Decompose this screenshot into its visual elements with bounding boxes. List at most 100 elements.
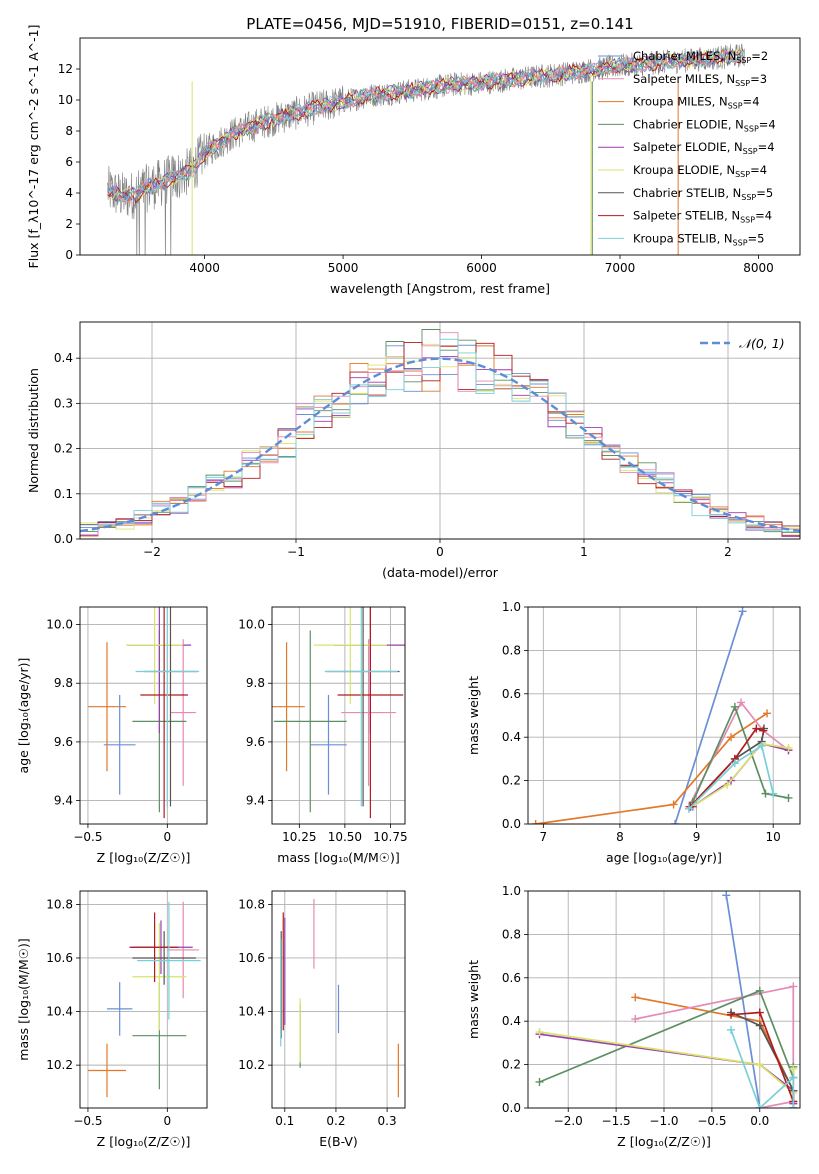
y-tick-label: 10.6 [238, 951, 265, 965]
legend-label: 𝒩(0, 1) [739, 336, 785, 351]
legend-series-name: Salpeter MILES [633, 72, 719, 86]
y-tick-label: 10 [58, 93, 73, 107]
axes-mass-vs-Z: −0.5 0 10.2 10.4 10.6 10.8 Z [log₁₀(Z/Z☉)] mass… [16, 890, 208, 1149]
y-tick-label: 0.8 [502, 643, 521, 657]
legend-nssp-sub: SSP [736, 56, 751, 65]
axes-frame [79, 890, 208, 1109]
legend-nssp-value: 2 [761, 49, 768, 63]
errorbar-point [324, 607, 398, 807]
x-tick-label: 9 [693, 830, 701, 844]
gaussian-reference-curve [80, 357, 800, 533]
weight-line [635, 985, 795, 1108]
weight-marker [789, 982, 798, 991]
weight-line [730, 1029, 795, 1108]
weight-marker [759, 726, 768, 735]
weight-marker [789, 1073, 798, 1082]
errorbar-point [273, 630, 347, 813]
legend-label: Chabrier STELIB, NSSP=5 [633, 186, 773, 202]
weight-marker [727, 1025, 736, 1034]
x-axis-label: Z [log₁₀(Z/Z☉)] [617, 1134, 711, 1149]
model-line-kroupa-stelib [107, 50, 745, 203]
y-tick-label: 12 [58, 62, 73, 76]
weight-marker [789, 1064, 798, 1073]
x-axis-label: Z [log₁₀(Z/Z☉)] [97, 850, 191, 865]
x-tick-label: −0.5 [73, 830, 102, 844]
legend-nssp-eq: = [759, 117, 769, 131]
errorbar-point [135, 607, 200, 807]
legend-nssp-sub: SSP [741, 193, 756, 202]
weight-marker [737, 698, 746, 707]
weight-line [539, 989, 795, 1083]
legend-nssp-sub: SSP [735, 170, 750, 179]
x-tick-label: 1 [580, 545, 588, 559]
axes-frame [79, 321, 801, 540]
legend-nssp-eq: = [755, 209, 765, 223]
x-tick-label: 0.3 [378, 1114, 397, 1128]
axes-frame [79, 606, 208, 825]
y-tick-label: 10.0 [46, 618, 73, 632]
x-tick-label: −1.5 [602, 1114, 631, 1128]
axes-residuals: −2 −1 0 1 2 0.0 0.1 0.2 0.3 0.4 (data-model)/error… [26, 321, 801, 580]
errorbar-point [132, 923, 187, 1031]
y-tick-label: 9.6 [54, 735, 73, 749]
x-tick-label: −2.0 [554, 1114, 583, 1128]
axes-frame [79, 37, 801, 256]
x-tick-label: 6000 [466, 261, 497, 275]
x-tick-label: 10.50 [328, 830, 362, 844]
y-tick-label: 0.8 [502, 927, 521, 941]
weight-line [688, 700, 790, 807]
gridlines [80, 891, 207, 1108]
errorbar-point [106, 982, 133, 1036]
weight-marker [531, 820, 540, 824]
weight-marker [631, 1015, 640, 1024]
x-tick-label: 0 [163, 1114, 171, 1128]
weight-line [688, 742, 789, 810]
weight-line [691, 704, 789, 803]
legend-nssp-value: 3 [760, 72, 767, 86]
weight-marker [769, 789, 778, 798]
x-tick-label: 0 [163, 830, 171, 844]
errorbar-point [103, 694, 136, 795]
weight-series-kroupa-miles [531, 709, 772, 824]
legend-nssp-eq: = [751, 49, 761, 63]
x-axis-label: mass [log₁₀(M/M☉)] [277, 850, 399, 865]
weight-series-salpeter-stelib [727, 1008, 798, 1106]
weight-series-kroupa-stelib [727, 1025, 798, 1108]
errorbar-point [170, 639, 196, 786]
legend-nssp-prefix: , N [719, 72, 735, 86]
weight-marker [535, 1028, 544, 1037]
x-tick-label: 8000 [743, 261, 774, 275]
legend-nssp-value: 5 [757, 231, 764, 245]
axes-weight-vs-Z: −2.0 −1.5 −1.0 −0.5 0.0 0.0 0.2 0.4 0.6 0.8 1.0 Z [… [466, 884, 801, 1149]
x-tick-label: 0.0 [750, 1114, 769, 1128]
legend-label: Chabrier MILES, NSSP=2 [633, 49, 768, 65]
legend-nssp-prefix: , N [719, 163, 735, 177]
weight-marker [730, 702, 739, 711]
gridlines [528, 890, 800, 1109]
weight-line [535, 712, 768, 824]
legend-nssp-prefix: , N [717, 231, 733, 245]
weight-marker [755, 1060, 764, 1069]
weight-marker [784, 793, 793, 802]
y-tick-label: 0.1 [54, 487, 73, 501]
legend-nssp-value: 4 [767, 140, 774, 154]
y-axis-label: mass [log₁₀(M/M☉)] [16, 938, 31, 1060]
legend-nssp-prefix: , N [712, 95, 728, 109]
legend-label: Salpeter MILES, NSSP=3 [633, 72, 767, 88]
x-tick-label: 2 [724, 545, 732, 559]
y-tick-label: 2 [65, 217, 73, 231]
weight-marker [684, 804, 693, 813]
legend-nssp-sub: SSP [733, 238, 748, 247]
y-tick-label: 0 [65, 248, 73, 262]
legend-label: Chabrier ELODIE, NSSP=4 [633, 117, 776, 133]
legend-nssp-value: 4 [752, 95, 759, 109]
legend-nssp-eq: = [758, 140, 768, 154]
weight-marker [755, 986, 764, 995]
histogram-kroupa-stelib [80, 338, 800, 533]
x-tick-label: 10 [766, 830, 781, 844]
errorbar-point [167, 901, 200, 999]
gridlines [80, 607, 207, 824]
x-tick-label: −0.5 [73, 1114, 102, 1128]
